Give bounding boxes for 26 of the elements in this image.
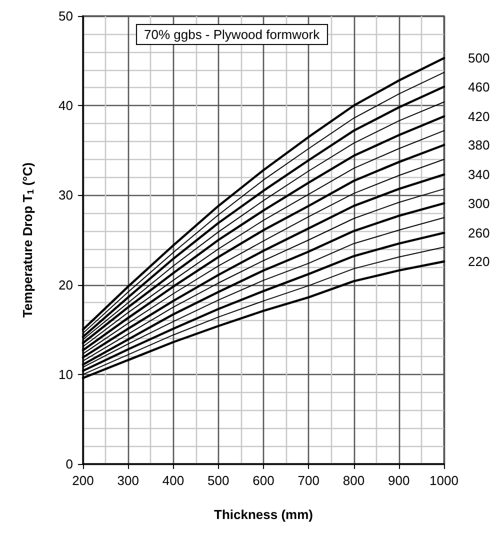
y-tick-label: 50 [58, 8, 73, 24]
x-tick-label: 700 [298, 473, 320, 488]
series-label: 220 [468, 254, 490, 270]
y-tick-label: 20 [58, 277, 73, 292]
series-label: 460 [468, 79, 490, 94]
x-tick-label: 500 [208, 473, 230, 488]
series-label: 300 [468, 196, 490, 211]
x-tick-label: 1000 [430, 473, 458, 488]
x-tick-label: 300 [117, 473, 139, 488]
y-tick-label: 0 [66, 456, 73, 472]
y-tick-label: 40 [58, 98, 73, 114]
x-tick-label: 400 [162, 473, 184, 488]
series-label: 380 [468, 138, 490, 153]
series-label: 500 [468, 50, 490, 66]
y-axis-title: Temperature Drop T1 (°C) [20, 162, 36, 318]
x-tick-label: 200 [72, 473, 94, 488]
series-label: 340 [468, 167, 490, 182]
text: 70% ggbs - Plywood formwork [144, 27, 320, 42]
series-label: 260 [468, 225, 490, 240]
x-tick-label: 600 [252, 473, 274, 488]
x-axis-title: Thickness (mm) [214, 507, 313, 522]
x-tick-label: 900 [388, 473, 410, 488]
y-tick-label: 10 [58, 366, 73, 382]
x-tick-label: 800 [342, 473, 365, 488]
series-label: 420 [468, 108, 490, 124]
y-tick-label: 30 [58, 188, 73, 203]
